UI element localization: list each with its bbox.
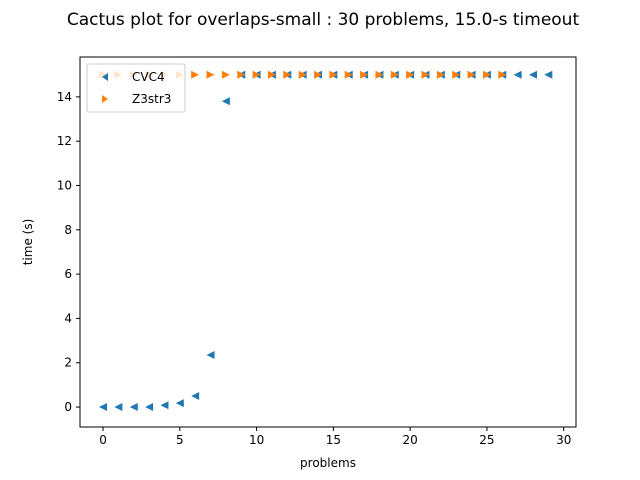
data-point-cvc4 [114, 403, 123, 412]
data-point-z3str3 [267, 70, 276, 79]
data-point-z3str3 [298, 70, 307, 79]
legend-marker-z3str3 [102, 95, 108, 103]
y-tick-label: 2 [64, 356, 72, 370]
data-point-z3str3 [498, 70, 507, 79]
legend-label-z3str3: Z3str3 [132, 92, 171, 106]
data-point-z3str3 [436, 70, 445, 79]
x-tick-label: 15 [326, 433, 341, 447]
data-point-z3str3 [237, 70, 246, 79]
data-point-cvc4 [175, 399, 184, 408]
data-point-z3str3 [421, 70, 430, 79]
x-tick-label: 10 [249, 433, 264, 447]
data-point-z3str3 [467, 70, 476, 79]
y-tick-label: 6 [64, 267, 72, 281]
y-tick-label: 4 [64, 311, 72, 325]
x-tick-label: 20 [403, 433, 418, 447]
data-point-cvc4 [544, 70, 553, 79]
data-point-z3str3 [252, 70, 261, 79]
data-point-cvc4 [145, 403, 154, 412]
data-point-cvc4 [206, 350, 215, 359]
data-point-cvc4 [529, 70, 538, 79]
data-point-cvc4 [160, 401, 169, 410]
y-axis: 0 2 4 6 8 10 12 14 [57, 90, 80, 414]
data-point-z3str3 [206, 70, 215, 79]
x-tick-label: 5 [176, 433, 184, 447]
data-point-z3str3 [452, 70, 461, 79]
legend: CVC4 Z3str3 [86, 63, 186, 113]
data-point-z3str3 [406, 70, 415, 79]
data-point-cvc4 [129, 403, 138, 412]
data-point-z3str3 [344, 70, 353, 79]
legend-label-cvc4: CVC4 [132, 70, 165, 84]
plot-frame [79, 56, 577, 428]
x-tick-label: 25 [479, 433, 494, 447]
x-tick-label: 0 [99, 433, 107, 447]
data-marks [99, 70, 553, 412]
data-point-cvc4 [221, 97, 230, 106]
legend-box [86, 63, 186, 113]
chart-title: Cactus plot for overlaps-small : 30 prob… [67, 10, 580, 30]
y-tick-label: 10 [57, 179, 72, 193]
data-point-z3str3 [221, 70, 230, 79]
data-point-cvc4 [99, 403, 108, 412]
data-point-z3str3 [329, 70, 338, 79]
data-point-z3str3 [375, 70, 384, 79]
x-axis: 0 5 10 15 20 25 30 [99, 427, 571, 447]
data-point-z3str3 [283, 70, 292, 79]
y-tick-label: 8 [64, 223, 72, 237]
y-tick-label: 12 [57, 134, 72, 148]
data-point-z3str3 [482, 70, 491, 79]
data-point-z3str3 [390, 70, 399, 79]
y-tick-label: 14 [57, 90, 72, 104]
y-tick-label: 0 [64, 400, 72, 414]
y-axis-label: time (s) [21, 219, 35, 266]
data-point-cvc4 [191, 391, 200, 400]
legend-marker-cvc4 [102, 73, 108, 81]
data-point-z3str3 [191, 70, 200, 79]
data-point-z3str3 [314, 70, 323, 79]
x-axis-label: problems [300, 456, 356, 470]
x-tick-label: 30 [556, 433, 571, 447]
data-point-z3str3 [360, 70, 369, 79]
data-point-cvc4 [513, 70, 522, 79]
